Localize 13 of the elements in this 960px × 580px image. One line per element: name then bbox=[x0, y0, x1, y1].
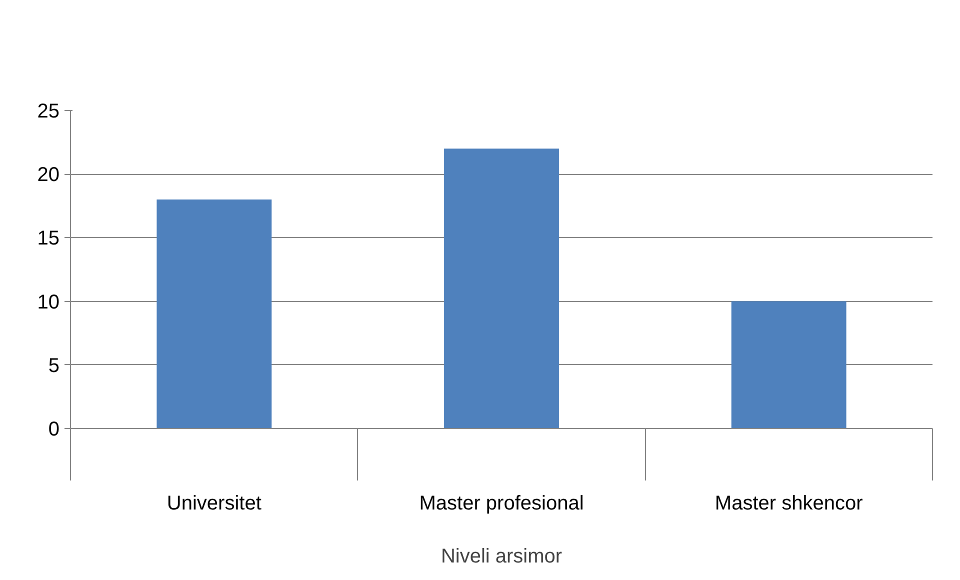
x-tick-label: Master profesional bbox=[419, 492, 584, 514]
y-tick-label: 25 bbox=[37, 100, 60, 122]
y-tick-label: 20 bbox=[37, 164, 60, 186]
bar bbox=[731, 301, 846, 428]
x-tick-label: Universitet bbox=[166, 492, 262, 514]
bar bbox=[156, 200, 272, 428]
x-tick-label: Master shkencor bbox=[714, 492, 864, 514]
bar bbox=[444, 148, 559, 428]
y-tick-label: 0 bbox=[48, 418, 60, 440]
y-tick-label: 5 bbox=[48, 354, 60, 377]
y-tick-label: 15 bbox=[37, 228, 60, 250]
y-tick-label: 10 bbox=[37, 291, 60, 314]
x-axis-title: Niveli arsimor bbox=[440, 546, 562, 568]
